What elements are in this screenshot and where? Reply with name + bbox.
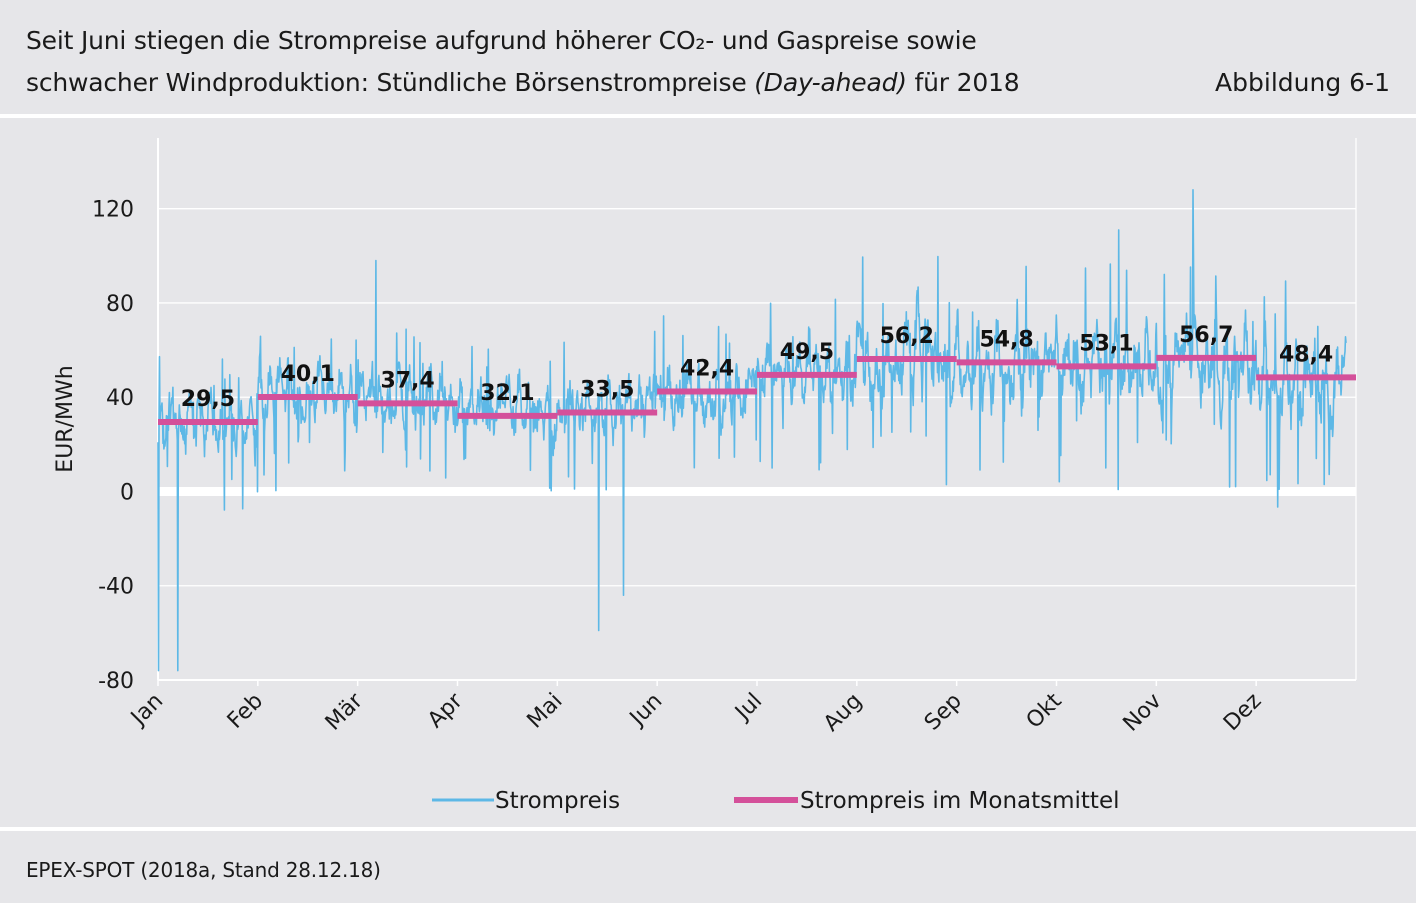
y-tick-label: 80: [106, 292, 134, 317]
legend-label-monatsmittel: Strompreis im Monatsmittel: [800, 788, 1120, 814]
title-line-2: schwacher Windproduktion: Stündliche Bör…: [26, 62, 1126, 104]
monthly-mean-label: 33,5: [580, 378, 634, 403]
monthly-mean-series: [158, 354, 1356, 425]
legend-label-strompreis: Strompreis: [495, 788, 620, 814]
monthly-mean-label: 37,4: [380, 368, 434, 393]
monthly-mean-label: 53,1: [1079, 331, 1133, 356]
divider-bottom: [0, 827, 1416, 831]
x-tick-label: Okt: [1022, 688, 1067, 733]
x-tick-label: Mai: [523, 689, 568, 734]
x-tick-labels: Jan Feb Mär Apr Mai Jun Jul Aug Sep Okt Nov Dez: [125, 680, 1266, 737]
source-note: EPEX-SPOT (2018a, Stand 28.12.18): [26, 858, 381, 882]
hourly-price-series: [157, 189, 1347, 672]
monthly-mean-label: 56,7: [1179, 323, 1233, 348]
title-line-1: Seit Juni stiegen die Strompreise aufgru…: [26, 26, 977, 55]
chart-title: Seit Juni stiegen die Strompreise aufgru…: [26, 20, 1126, 104]
y-axis-title: EUR/MWh: [53, 365, 78, 472]
monthly-mean-label: 42,4: [680, 357, 734, 382]
figure-label: Abbildung 6-1: [1215, 68, 1390, 97]
monthly-mean-label: 49,5: [780, 340, 834, 365]
y-tick-label: -40: [98, 575, 134, 600]
title-line-2-suffix: für 2018: [906, 68, 1020, 97]
monthly-mean-label: 29,5: [181, 387, 235, 412]
hourly-price-line: [157, 189, 1347, 672]
x-tick-label: Sep: [920, 689, 967, 736]
monthly-mean-label: 48,4: [1279, 342, 1333, 367]
x-tick-label: Apr: [423, 688, 468, 733]
x-tick-label: Dez: [1219, 689, 1266, 736]
grid-lines: [158, 208, 1356, 681]
legend: Strompreis Strompreis im Monatsmittel: [432, 788, 1120, 814]
x-tick-label: Feb: [223, 689, 268, 734]
monthly-mean-label: 56,2: [880, 324, 934, 349]
x-tick-label: Mär: [321, 688, 369, 736]
x-tick-label: Jun: [624, 689, 667, 732]
title-line-2-prefix: schwacher Windproduktion: Stündliche Bör…: [26, 68, 755, 97]
monthly-mean-label: 40,1: [281, 362, 335, 387]
x-tick-label: Jan: [125, 689, 168, 732]
title-line-2-italic: (Day-ahead): [754, 68, 907, 97]
data-labels: 29,5 40,1 37,4 32,1 33,5 42,4 49,5 56,2 54,8 53,1…: [181, 323, 1333, 412]
y-tick-label: -80: [98, 669, 134, 694]
x-tick-label: Jul: [729, 689, 767, 727]
y-tick-label: 0: [120, 480, 134, 505]
divider-top: [0, 114, 1416, 118]
x-tick-label: Aug: [819, 689, 867, 737]
monthly-mean-label: 32,1: [480, 381, 534, 406]
y-tick-labels: -80 -40 0 40 80 120: [92, 198, 134, 694]
price-chart: 29,5 40,1 37,4 32,1 33,5 42,4 49,5 56,2 54,8 53,1…: [53, 138, 1357, 814]
x-tick-label: Nov: [1119, 689, 1167, 737]
monthly-mean-label: 54,8: [979, 327, 1033, 352]
y-tick-label: 40: [106, 386, 134, 411]
y-tick-label: 120: [92, 198, 134, 223]
